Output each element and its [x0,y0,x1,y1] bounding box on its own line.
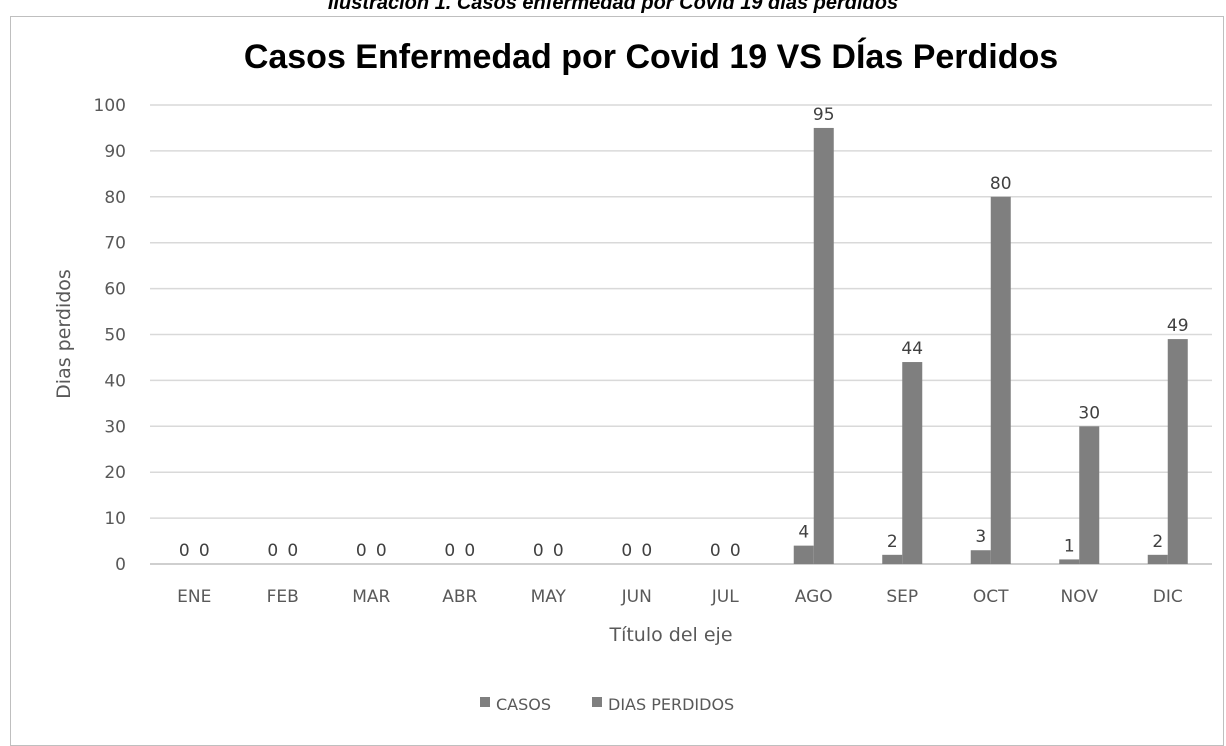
bar-casos [1147,554,1168,564]
y-tick-label: 20 [104,463,126,483]
y-tick-label: 50 [104,326,126,346]
data-label-dias-perdidos: 0 [464,541,475,561]
y-tick-label: 70 [104,234,126,254]
chart-title: Casos Enfermedad por Covid 19 VS DÍas Pe… [244,38,1058,76]
legend-swatch [592,697,602,707]
x-tick-label: FEB [267,587,299,607]
y-axis-ticks: 0 10 20 30 40 50 60 70 80 90 100 [94,96,126,575]
y-axis-title: Dias perdidos [53,269,75,399]
data-label-dias-perdidos: 0 [287,541,298,561]
x-tick-label: ENE [177,587,211,607]
x-tick-label: AGO [795,587,833,607]
x-axis-ticks: ENE FEB MAR ABR MAY JUN JUL AGO SEP OCT NOV DIC [177,587,1183,607]
legend-swatch [480,697,490,707]
legend-label: CASOS [496,695,551,714]
bar-dias-perdidos [990,196,1011,565]
y-tick-label: 80 [104,188,126,208]
gridlines [150,104,1212,565]
x-tick-label: ABR [442,587,477,607]
data-label-dias-perdidos: 49 [1167,316,1189,336]
data-label-casos: 4 [798,523,809,543]
figure-caption: Ilustración 1. Casos enfermedad por Covi… [327,0,899,14]
x-tick-label: SEP [886,587,918,607]
bar-casos [1059,559,1080,564]
data-label-casos: 2 [1152,532,1163,552]
bar-dias-perdidos [1167,339,1188,564]
data-label-dias-perdidos: 0 [553,541,564,561]
y-tick-label: 40 [104,371,126,391]
y-tick-label: 30 [104,417,126,437]
data-label-dias-perdidos: 95 [813,105,835,125]
data-label-dias-perdidos: 80 [990,174,1012,194]
x-tick-label: DIC [1153,587,1183,607]
y-tick-label: 100 [94,96,126,116]
data-label-casos: 0 [710,541,721,561]
data-label-casos: 0 [267,541,278,561]
data-label-dias-perdidos: 0 [730,541,741,561]
x-tick-label: JUN [621,587,652,607]
legend-label: DIAS PERDIDOS [608,695,734,714]
bar-dias-perdidos [813,127,834,564]
data-label-casos: 0 [444,541,455,561]
data-label-casos: 3 [975,527,986,547]
data-label-dias-perdidos: 30 [1078,403,1100,423]
data-label-dias-perdidos: 44 [901,339,923,359]
bar-casos [793,545,814,564]
y-tick-label: 0 [115,555,126,575]
x-tick-label: MAY [531,587,567,607]
data-label-casos: 0 [179,541,190,561]
x-tick-label: OCT [973,587,1009,607]
legend: CASOS DIAS PERDIDOS [480,695,734,714]
data-label-casos: 0 [621,541,632,561]
data-label-dias-perdidos: 0 [641,541,652,561]
x-axis-title: Título del eje [608,624,732,646]
x-tick-label: NOV [1061,587,1099,607]
bar-casos [882,554,903,564]
bar-dias-perdidos [902,362,923,564]
y-tick-label: 10 [104,509,126,529]
data-label-casos: 1 [1064,536,1075,556]
data-label-casos: 0 [533,541,544,561]
data-label-dias-perdidos: 0 [376,541,387,561]
y-tick-label: 90 [104,142,126,162]
data-label-casos: 0 [356,541,367,561]
bar-dias-perdidos [1079,426,1100,564]
x-tick-label: MAR [352,587,390,607]
data-label-dias-perdidos: 0 [199,541,210,561]
y-tick-label: 60 [104,280,126,300]
data-label-casos: 2 [887,532,898,552]
bar-casos [970,550,991,564]
x-tick-label: JUL [711,587,739,607]
